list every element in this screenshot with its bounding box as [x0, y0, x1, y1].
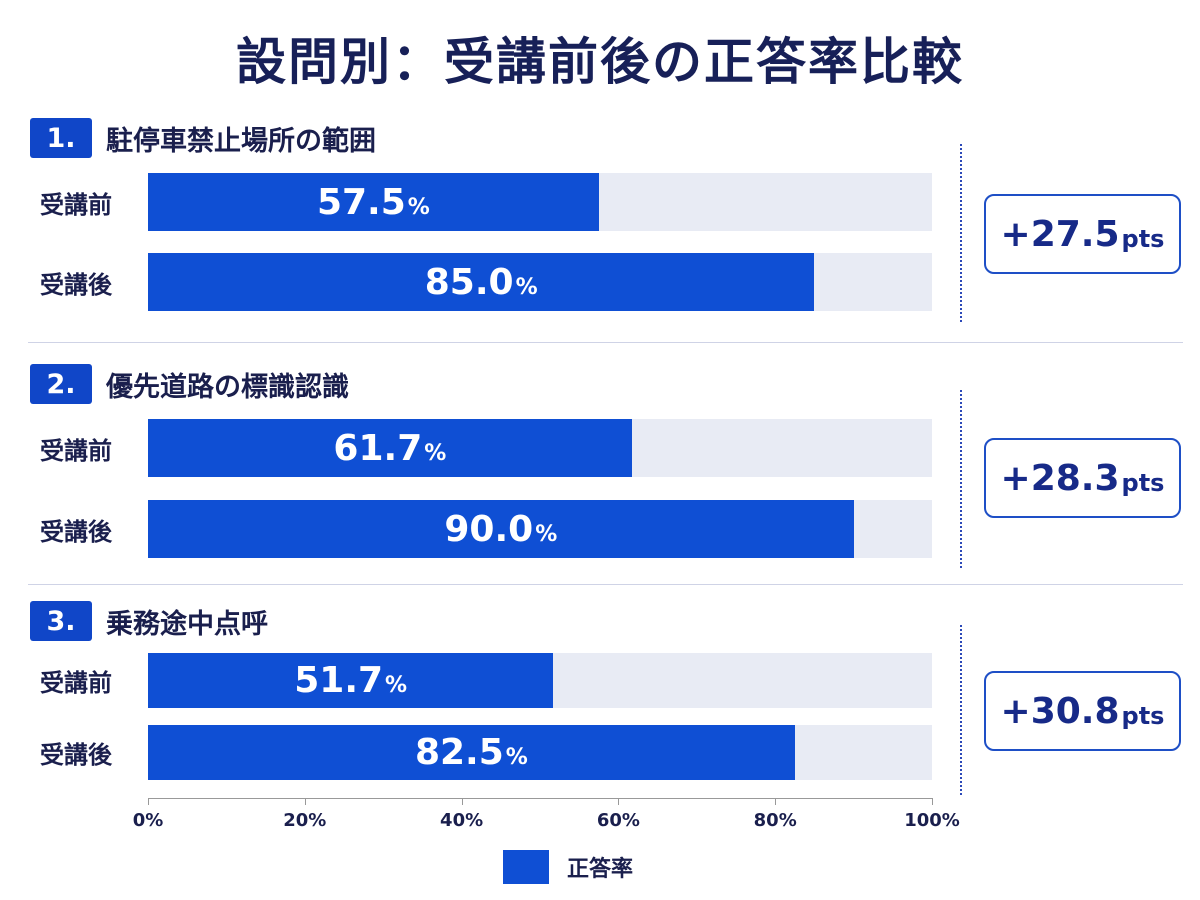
bar-value-label: 90.0%	[444, 508, 558, 550]
question-number: 3.	[30, 601, 92, 641]
section-separator	[28, 342, 1183, 343]
delta-badge: +30.8 pts	[984, 671, 1181, 751]
row-label-before: 受講前	[40, 669, 112, 697]
row-label-after: 受講後	[40, 517, 112, 546]
bar-before: 57.5%	[148, 173, 599, 231]
bar-after: 85.0%	[148, 253, 815, 311]
bar-track: 57.5%	[148, 173, 932, 231]
x-tick-label: 80%	[753, 810, 797, 831]
x-tick-mark	[775, 798, 777, 805]
x-tick-label: 0%	[132, 810, 164, 831]
bar-track: 85.0%	[148, 253, 932, 311]
question-section: 3. 乗務途中点呼 受講前 51.7% 受講後 82.5% +30.8 pts	[0, 601, 1200, 795]
question-number: 2.	[30, 364, 92, 404]
row-label-after: 受講後	[40, 741, 112, 769]
bar-value-label: 61.7%	[333, 427, 447, 469]
x-tick-mark	[304, 798, 306, 805]
x-tick-label: 20%	[283, 810, 327, 831]
row-label-before: 受講前	[40, 436, 112, 465]
delta-badge: +28.3 pts	[984, 438, 1181, 518]
dotted-divider	[960, 390, 962, 568]
x-tick-label: 100%	[904, 810, 960, 831]
question-section: 1. 駐停車禁止場所の範囲 受講前 57.5% 受講後 85.0% +27.5 p…	[0, 118, 1200, 348]
x-tick-mark	[932, 798, 933, 805]
row-label-after: 受講後	[40, 270, 112, 299]
bar-track: 61.7%	[148, 419, 932, 477]
x-tick-mark	[148, 798, 149, 805]
question-title: 乗務途中点呼	[106, 608, 268, 640]
bar-value-label: 85.0%	[424, 261, 538, 303]
bar-before: 51.7%	[148, 653, 554, 708]
bar-after: 82.5%	[148, 725, 795, 780]
x-tick-mark	[461, 798, 463, 805]
bar-value-label: 82.5%	[414, 732, 528, 773]
legend-swatch	[503, 850, 549, 884]
x-tick-label: 40%	[440, 810, 484, 831]
question-header: 1. 駐停車禁止場所の範囲	[30, 118, 376, 158]
bar-before: 61.7%	[148, 419, 632, 477]
bar-value-label: 51.7%	[294, 660, 408, 701]
x-axis	[148, 798, 932, 799]
chart-title: 設問別：受講前後の正答率比較	[236, 33, 964, 91]
x-tick-label: 60%	[596, 810, 640, 831]
dotted-divider	[960, 625, 962, 795]
question-section: 2. 優先道路の標識認識 受講前 61.7% 受講後 90.0% +28.3 pt…	[0, 364, 1200, 584]
bar-value-label: 57.5%	[316, 181, 430, 223]
question-number: 1.	[30, 118, 92, 158]
delta-badge: +27.5 pts	[984, 194, 1181, 274]
bar-track: 82.5%	[148, 725, 932, 780]
legend: 正答率	[503, 850, 633, 884]
question-header: 3. 乗務途中点呼	[30, 601, 268, 641]
row-label-before: 受講前	[40, 190, 112, 219]
bar-track: 90.0%	[148, 500, 932, 558]
section-separator	[28, 584, 1183, 585]
question-title: 駐停車禁止場所の範囲	[106, 125, 376, 157]
question-header: 2. 優先道路の標識認識	[30, 364, 349, 404]
legend-label: 正答率	[567, 857, 634, 882]
bar-after: 90.0%	[148, 500, 854, 558]
question-title: 優先道路の標識認識	[106, 371, 349, 403]
dotted-divider	[960, 144, 962, 322]
bar-track: 51.7%	[148, 653, 932, 708]
x-tick-mark	[618, 798, 620, 805]
